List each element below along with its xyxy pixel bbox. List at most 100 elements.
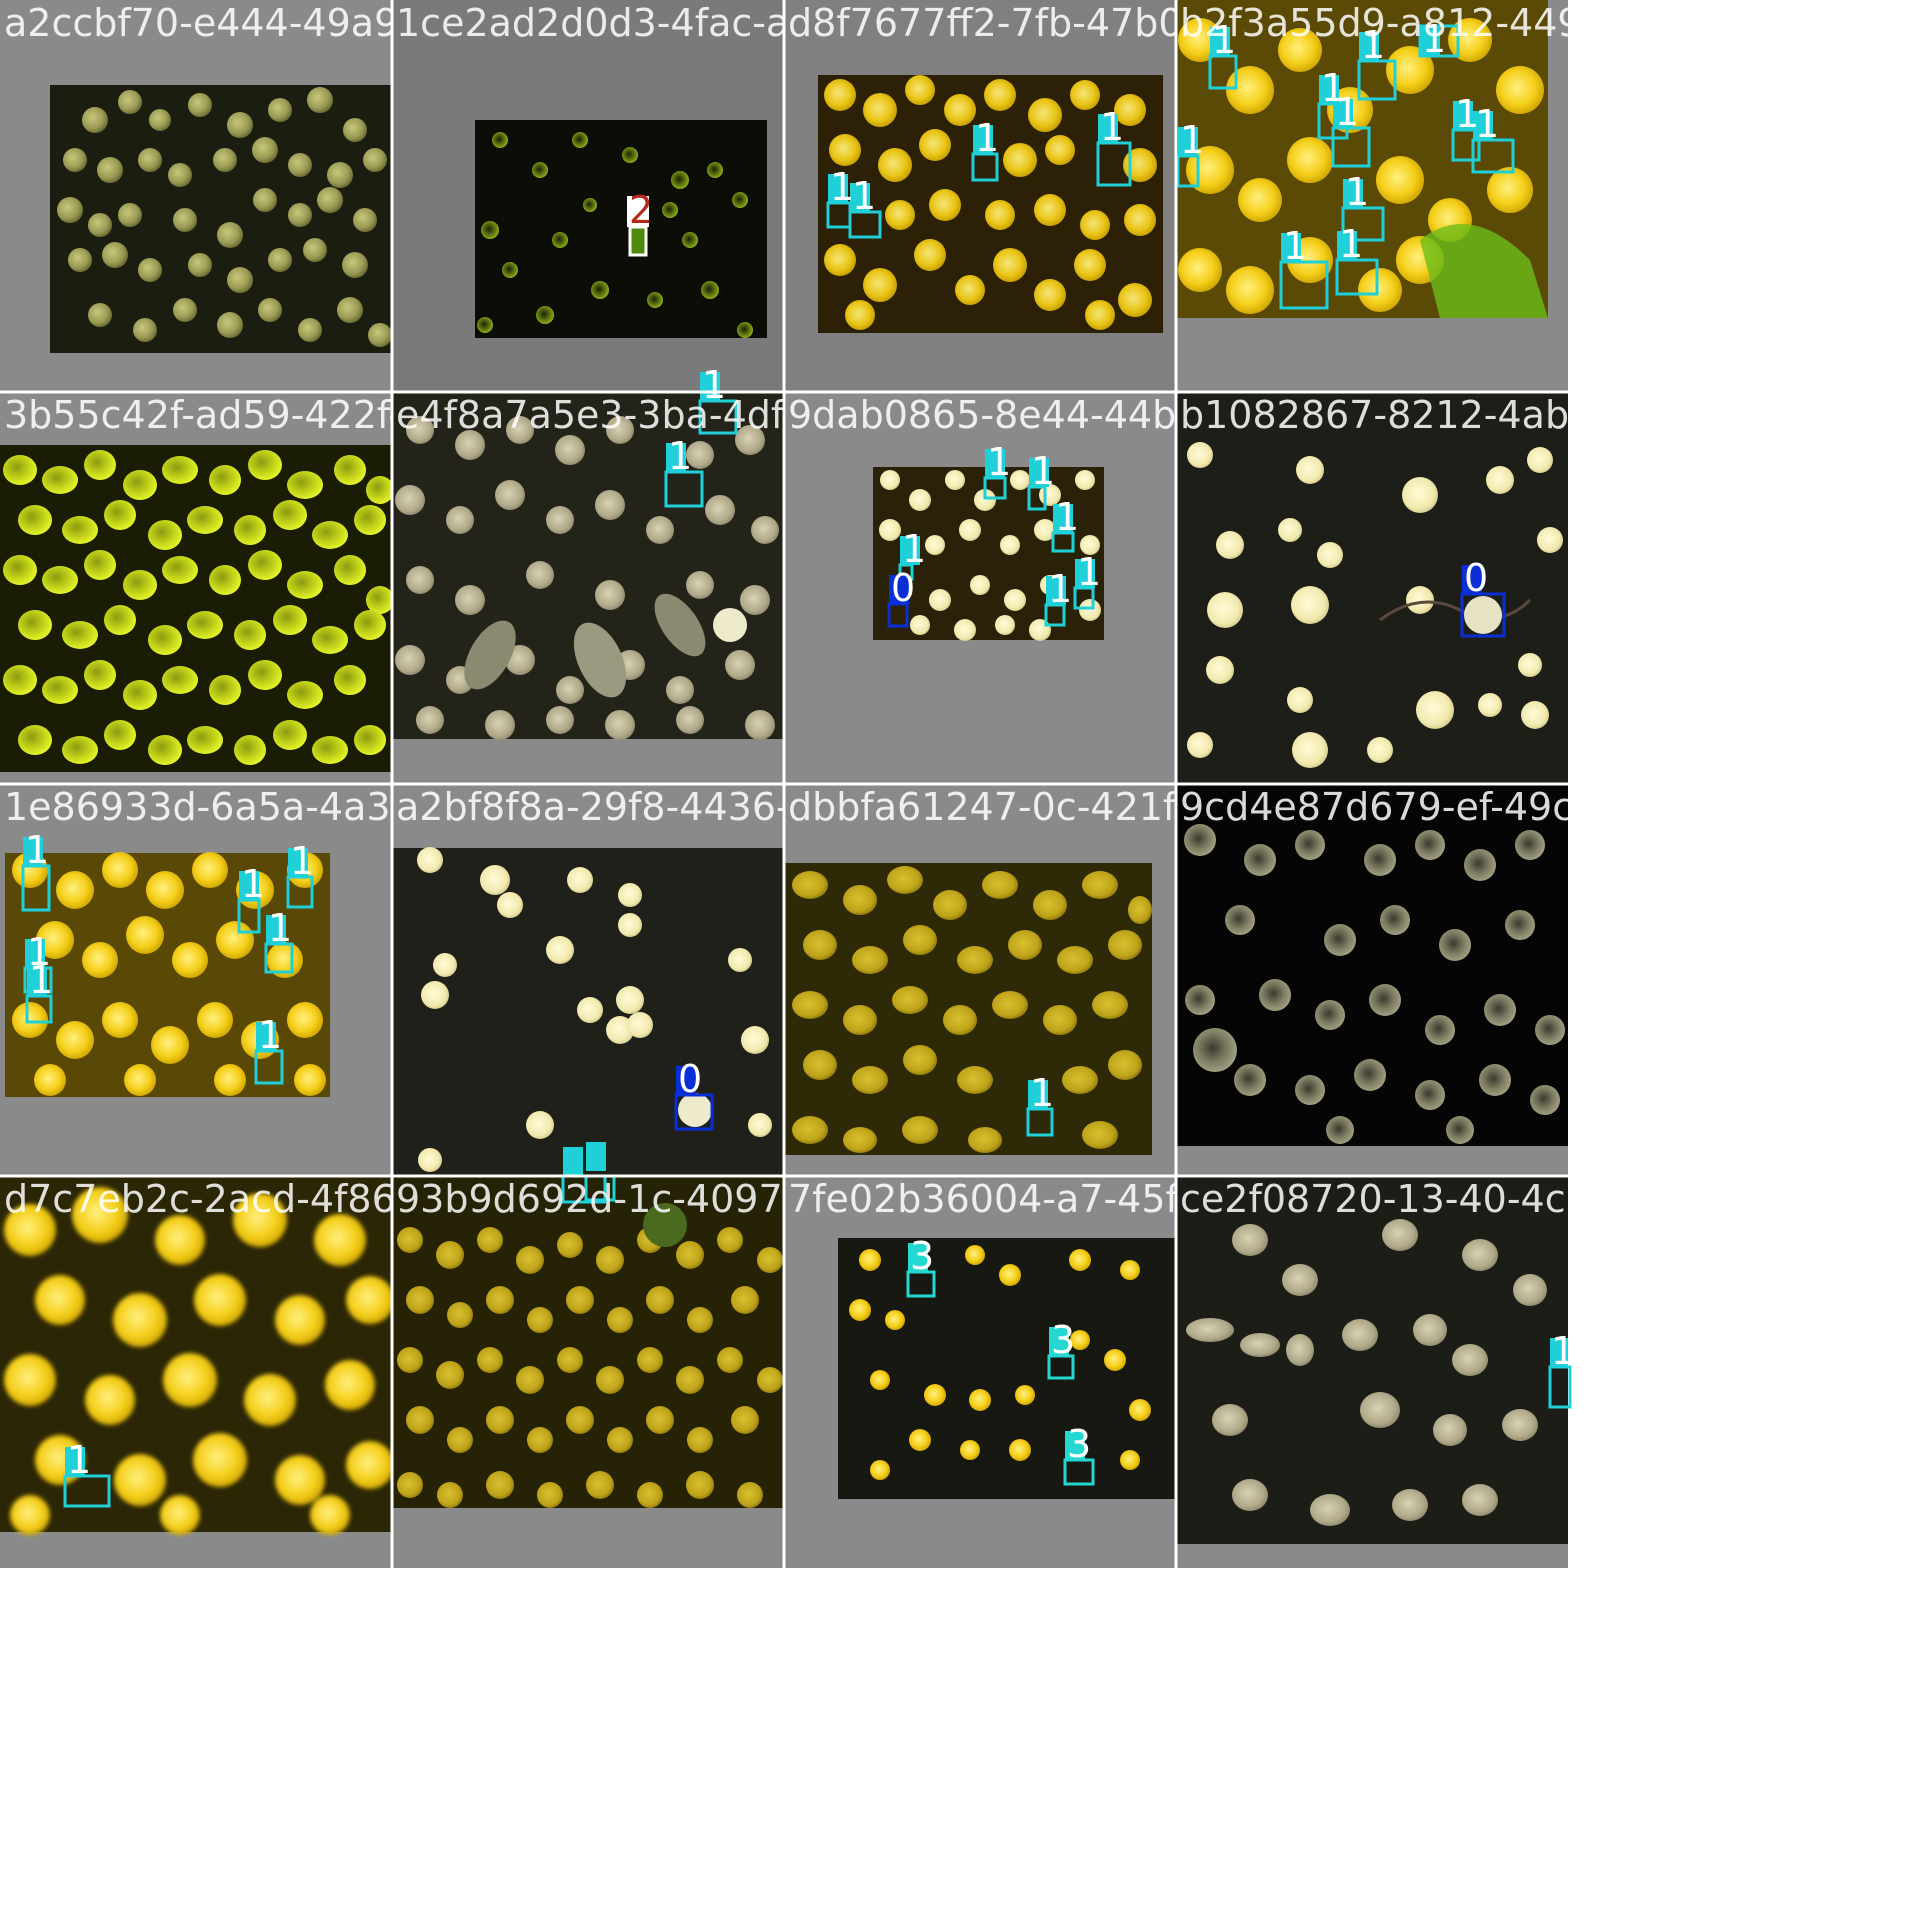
- tile-3: 1 1 1 1 d8f7677ff2-7fb-47b0-bbe7-ab72920…: [784, 0, 1607, 392]
- bright-cell: [713, 608, 747, 642]
- box-label: 1: [902, 527, 926, 571]
- box-label-tags: [828, 114, 1118, 212]
- tile-10: 0 a2bf8f8a-29f8-4436-b1ef-9dbbfa61247.pn…: [392, 784, 1225, 1176]
- box-label-tags: [676, 1066, 696, 1095]
- box-label-tags: [23, 837, 308, 1051]
- tile-5: 3b55c42f-ad59-422f-ba99-4f44827c8523.png: [0, 392, 872, 784]
- box-label: 1: [1077, 550, 1101, 594]
- tile-8: 0 b1082867-8212-4ab1-843e-6.png: [1176, 392, 1825, 784]
- tile-2: 2 1ce2ad2d0d3-4fac-ac6e-1d87f6a72c7ab.pn…: [392, 0, 1254, 392]
- box-label-tags: [889, 449, 1095, 605]
- box-label: 0: [891, 566, 915, 610]
- detection-boxes: [1176, 24, 1515, 310]
- box-label: 1: [668, 434, 692, 478]
- box-label: 1: [975, 116, 999, 160]
- cell-field: [1184, 824, 1565, 1144]
- detected-cell: [678, 1093, 712, 1127]
- box-label: 1: [1180, 118, 1204, 162]
- grid-lines: [0, 0, 1568, 1568]
- box-label-tags: [1178, 26, 1493, 262]
- box-label: 1: [830, 165, 854, 209]
- detection-box: 1: [1548, 1329, 1575, 1409]
- box-label: 1: [29, 958, 53, 1002]
- cell-field: [1186, 1219, 1547, 1526]
- box-label: 1: [1030, 1071, 1054, 1115]
- box-label: 1: [1339, 222, 1363, 266]
- box-label-tags: [563, 1142, 606, 1176]
- box-label: 1: [1031, 449, 1055, 493]
- box-label: 1: [987, 440, 1011, 484]
- crystal-artifact: [573, 622, 627, 698]
- detection-box: 1: [1026, 1071, 1054, 1137]
- micrograph: [392, 1176, 784, 1508]
- cell-field: [417, 847, 772, 1172]
- cell-field: [1187, 442, 1563, 768]
- cell-field: [395, 416, 779, 740]
- box-label: 3: [1067, 1422, 1091, 1466]
- box-label: 3: [910, 1234, 934, 1278]
- box-label: 0: [1464, 556, 1488, 600]
- cell-field: [4, 1187, 394, 1535]
- box-label: 0: [678, 1057, 702, 1101]
- crystal-artifact: [654, 593, 706, 657]
- box-label: 1: [1455, 92, 1479, 136]
- fiber-debris: [1379, 598, 1532, 622]
- cell-field: [849, 1245, 1151, 1480]
- micrograph: [1176, 392, 1568, 784]
- box-label: 1: [241, 862, 265, 906]
- box-label: 1: [1361, 23, 1385, 67]
- box-label: 1: [1283, 224, 1307, 268]
- crystal-artifact: [464, 620, 516, 690]
- box-label: 1: [1055, 495, 1079, 539]
- detection-box: 0: [1460, 556, 1506, 638]
- box-label: 3: [1051, 1318, 1075, 1362]
- cell-field: [792, 866, 1152, 1153]
- tile-filename: ce2f08720-13-40-4c5f-9667-c.png: [1180, 1177, 1831, 1221]
- tile-6: 1 1 e4f8a7a5e3-3ba-4df1-8912-95d5b706558…: [392, 363, 1307, 784]
- cell-field: [879, 470, 1101, 641]
- cell-field: [397, 1227, 783, 1508]
- box-label: 1: [1345, 170, 1369, 214]
- micrograph: [1176, 784, 1568, 1146]
- box-label: 1: [1321, 66, 1345, 110]
- micrograph: [0, 445, 392, 772]
- cell-field: [477, 132, 753, 338]
- box-label: 2: [629, 188, 653, 232]
- box-label: 1: [702, 363, 726, 407]
- box-label: 1: [1551, 1329, 1575, 1373]
- tile-12: 9cd4e87d679-ef-49c2-a52b-9.png: [1176, 784, 1829, 1176]
- box-label: 1: [67, 1438, 91, 1482]
- tile-13: 1 d7c7eb2c-2acd-4f86-8a5a-093b9d692d.png: [0, 1176, 844, 1568]
- micrograph: [475, 120, 767, 338]
- cell-field: [824, 75, 1157, 330]
- box-label-tags: [666, 372, 720, 472]
- tile-15: 3 3 3 7fe02b36004-a7-45fb-bb40-3ce2f0872…: [784, 1176, 1638, 1568]
- tile-16: 1 ce2f08720-13-40-4c5f-9667-c.png: [1176, 1176, 1831, 1568]
- tile-4: 1 1 1 1 1 1 1 1 1 1 1 b2f3a55d9-a812-449…: [1176, 0, 1838, 392]
- detected-cell: [1464, 596, 1502, 634]
- box-label: 1: [1048, 567, 1072, 611]
- detection-box: 2: [627, 188, 653, 257]
- box-label: 1: [27, 930, 51, 974]
- tile-1: a2ccbf70-e444-49a9-8b7e-9797f2457278.png: [0, 0, 885, 392]
- green-debris: [1420, 224, 1548, 318]
- box-label: 1: [268, 906, 292, 950]
- box-label: 1: [1422, 17, 1446, 61]
- box-label: 1: [1335, 90, 1359, 134]
- box-label-tags: [908, 1243, 1085, 1460]
- tile-filename: b1082867-8212-4ab1-843e-6.png: [1180, 393, 1825, 437]
- tile-filename: b2f3a55d9-a812-4496-b2dd-7.png: [1180, 1, 1838, 45]
- box-label: 1: [290, 839, 314, 883]
- box-label: 1: [852, 174, 876, 218]
- box-label: 1: [1212, 18, 1236, 62]
- box-label: 1: [258, 1013, 282, 1057]
- infected-cell: [643, 1203, 687, 1247]
- cell-field: [3, 450, 394, 765]
- infected-cell: [630, 227, 646, 255]
- box-label: 1: [1100, 105, 1124, 149]
- box-label: 1: [1475, 102, 1499, 146]
- detection-box: 1: [63, 1438, 111, 1508]
- tile-filename: 9cd4e87d679-ef-49c2-a52b-9.png: [1180, 785, 1829, 829]
- cell-field: [57, 87, 392, 347]
